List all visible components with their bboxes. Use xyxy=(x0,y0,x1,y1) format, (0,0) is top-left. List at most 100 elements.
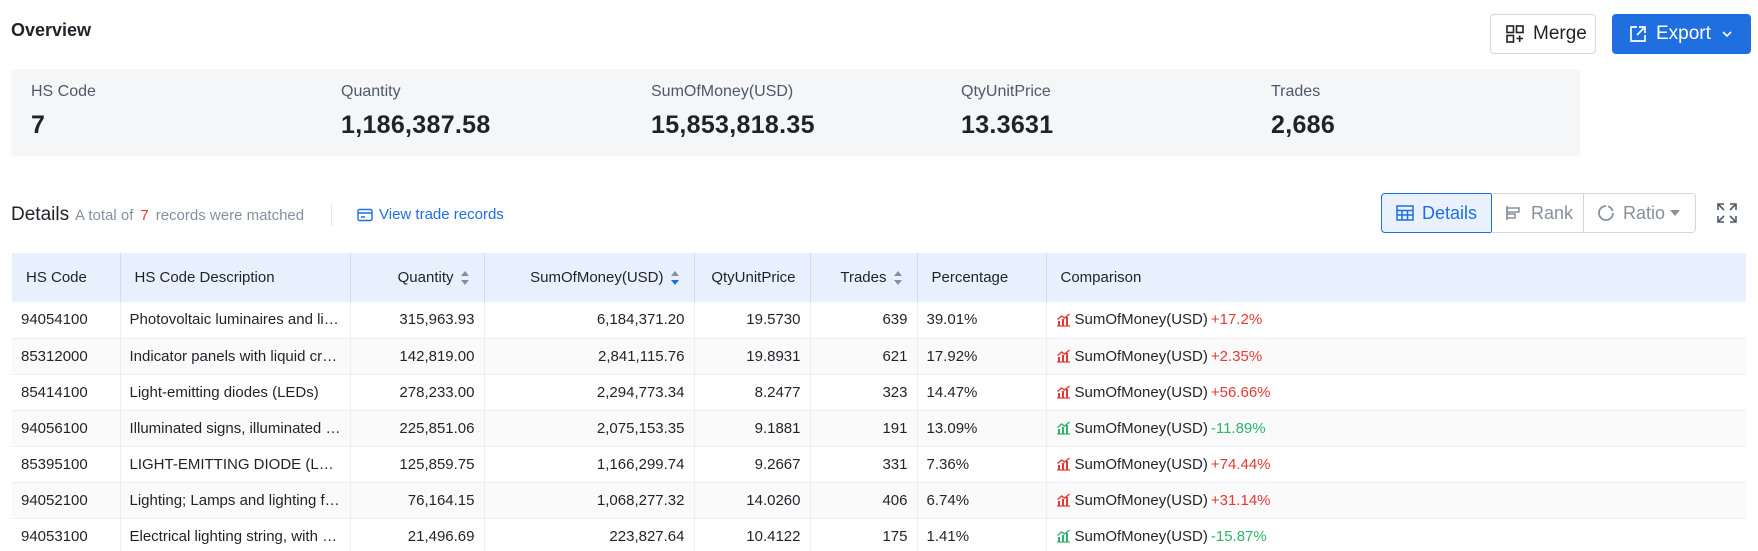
cell-trades: 191 xyxy=(810,410,918,447)
column-header-sum-of-money[interactable]: SumOfMoney(USD) xyxy=(484,253,695,302)
sort-desc-icon[interactable] xyxy=(670,270,680,286)
cell-quantity: 142,819.00 xyxy=(350,338,485,375)
details-table: HS Code HS Code Description Quantity Sum… xyxy=(12,253,1746,551)
fullscreen-icon[interactable] xyxy=(1716,202,1738,229)
cell-comparison: SumOfMoney(USD) -11.89% xyxy=(1046,410,1746,447)
cell-sum-of-money: 1,166,299.74 xyxy=(484,446,695,483)
cell-hs-code: 94056100 xyxy=(12,410,121,447)
rank-bars-icon xyxy=(1506,206,1520,220)
table-row[interactable]: 94054100 Photovoltaic luminaires and lig… xyxy=(12,302,1746,339)
cell-description: Electrical lighting string, with LED lig… xyxy=(120,518,351,551)
comparison-value: +74.44% xyxy=(1210,455,1271,473)
match-count: 7 xyxy=(140,207,149,224)
cell-sum-of-money: 223,827.64 xyxy=(484,518,695,551)
view-link-label: View trade records xyxy=(379,206,504,223)
comparison-value: +31.14% xyxy=(1210,491,1271,509)
trend-up-icon xyxy=(1056,493,1070,507)
card-value: 2,686 xyxy=(1271,111,1336,139)
cell-comparison: SumOfMoney(USD) +31.14% xyxy=(1046,482,1746,519)
overview-header: Overview Merge Export xyxy=(0,0,1758,60)
card-quantity: Quantity 1,186,387.58 xyxy=(321,69,659,156)
cell-qty-unit-price: 19.5730 xyxy=(694,302,811,339)
cell-qty-unit-price: 10.4122 xyxy=(694,518,811,551)
table-row[interactable]: 94056100 Illuminated signs, illuminated … xyxy=(12,410,1746,447)
table-row[interactable]: 85414100 Light-emitting diodes (LEDs) 27… xyxy=(12,374,1746,411)
comparison-value: +17.2% xyxy=(1210,311,1263,329)
card-sum-of-money: SumOfMoney(USD) 15,853,818.35 xyxy=(631,69,969,156)
summary-cards: HS Code 7 Quantity 1,186,387.58 SumOfMon… xyxy=(11,69,1751,156)
tab-ratio[interactable]: Ratio xyxy=(1583,193,1696,233)
cell-hs-code: 85395100 xyxy=(12,446,121,483)
card-hs-code: HS Code 7 xyxy=(11,69,349,156)
comparison-value: +56.66% xyxy=(1210,383,1271,401)
cell-percentage: 1.41% xyxy=(917,518,1047,551)
details-title: Details xyxy=(11,204,70,225)
cell-quantity: 76,164.15 xyxy=(350,482,485,519)
column-header-qty-unit-price: QtyUnitPrice xyxy=(694,253,811,302)
cell-percentage: 14.47% xyxy=(917,374,1047,411)
cell-hs-code: 85414100 xyxy=(12,374,121,411)
details-bar: Details A total of 7 records were matched … xyxy=(0,192,1758,238)
divider xyxy=(331,204,332,226)
trend-down-icon xyxy=(1056,421,1070,435)
comparison-label: SumOfMoney(USD) xyxy=(1074,527,1208,545)
tab-details-label: Details xyxy=(1422,202,1478,223)
cell-percentage: 39.01% xyxy=(917,302,1047,339)
cell-quantity: 21,496.69 xyxy=(350,518,485,551)
column-header-label: Trades xyxy=(840,268,887,286)
sort-icon[interactable] xyxy=(893,270,903,286)
comparison-label: SumOfMoney(USD) xyxy=(1074,455,1208,473)
column-header-trades[interactable]: Trades xyxy=(810,253,918,302)
comparison-label: SumOfMoney(USD) xyxy=(1074,419,1208,437)
cell-quantity: 225,851.06 xyxy=(350,410,485,447)
trend-up-icon xyxy=(1056,457,1070,471)
comparison-label: SumOfMoney(USD) xyxy=(1074,347,1208,365)
tab-rank[interactable]: Rank xyxy=(1491,193,1584,233)
cell-trades: 331 xyxy=(810,446,918,483)
merge-icon xyxy=(1506,25,1524,43)
comparison-label: SumOfMoney(USD) xyxy=(1074,383,1208,401)
cell-trades: 323 xyxy=(810,374,918,411)
column-header-percentage: Percentage xyxy=(917,253,1047,302)
table-row[interactable]: 85395100 LIGHT-EMITTING DIODE (LED) LIGH… xyxy=(12,446,1746,483)
cell-comparison: SumOfMoney(USD) +17.2% xyxy=(1046,302,1746,339)
cell-percentage: 13.09% xyxy=(917,410,1047,447)
card-value: 15,853,818.35 xyxy=(651,111,815,139)
sort-icon[interactable] xyxy=(460,270,470,286)
table-row[interactable]: 85312000 Indicator panels with liquid cr… xyxy=(12,338,1746,375)
export-label: Export xyxy=(1656,23,1711,44)
cell-quantity: 278,233.00 xyxy=(350,374,485,411)
comparison-label: SumOfMoney(USD) xyxy=(1074,311,1208,329)
cell-quantity: 315,963.93 xyxy=(350,302,485,339)
card-label: SumOfMoney(USD) xyxy=(651,83,794,100)
comparison-value: -11.89% xyxy=(1210,419,1266,437)
cell-qty-unit-price: 14.0260 xyxy=(694,482,811,519)
cell-description: LIGHT-EMITTING DIODE (LED) LIGHT SOURCES xyxy=(120,446,351,483)
cell-comparison: SumOfMoney(USD) +56.66% xyxy=(1046,374,1746,411)
cell-trades: 639 xyxy=(810,302,918,339)
card-value: 1,186,387.58 xyxy=(341,111,491,139)
caret-down-icon xyxy=(1670,210,1681,216)
cell-sum-of-money: 6,184,371.20 xyxy=(484,302,695,339)
ratio-icon xyxy=(1598,205,1614,221)
table-row[interactable]: 94053100 Electrical lighting string, wit… xyxy=(12,518,1746,551)
view-trade-records-link[interactable]: View trade records xyxy=(357,206,504,223)
cell-sum-of-money: 2,294,773.34 xyxy=(484,374,695,411)
cell-comparison: SumOfMoney(USD) -15.87% xyxy=(1046,518,1746,551)
export-button[interactable]: Export xyxy=(1612,14,1751,54)
merge-label: Merge xyxy=(1533,23,1587,44)
table-row[interactable]: 94052100 Lighting; Lamps and lighting fi… xyxy=(12,482,1746,519)
cell-qty-unit-price: 8.2477 xyxy=(694,374,811,411)
cell-qty-unit-price: 9.2667 xyxy=(694,446,811,483)
column-header-description: HS Code Description xyxy=(120,253,351,302)
cell-percentage: 7.36% xyxy=(917,446,1047,483)
column-header-quantity[interactable]: Quantity xyxy=(350,253,485,302)
card-label: Trades xyxy=(1271,83,1321,100)
cell-percentage: 6.74% xyxy=(917,482,1047,519)
merge-button[interactable]: Merge xyxy=(1490,14,1596,54)
page-title: Overview xyxy=(11,20,92,40)
cell-sum-of-money: 2,075,153.35 xyxy=(484,410,695,447)
cell-description: Indicator panels with liquid crystal dev… xyxy=(120,338,351,375)
cell-description: Light-emitting diodes (LEDs) xyxy=(120,374,351,411)
tab-details[interactable]: Details xyxy=(1381,193,1492,233)
